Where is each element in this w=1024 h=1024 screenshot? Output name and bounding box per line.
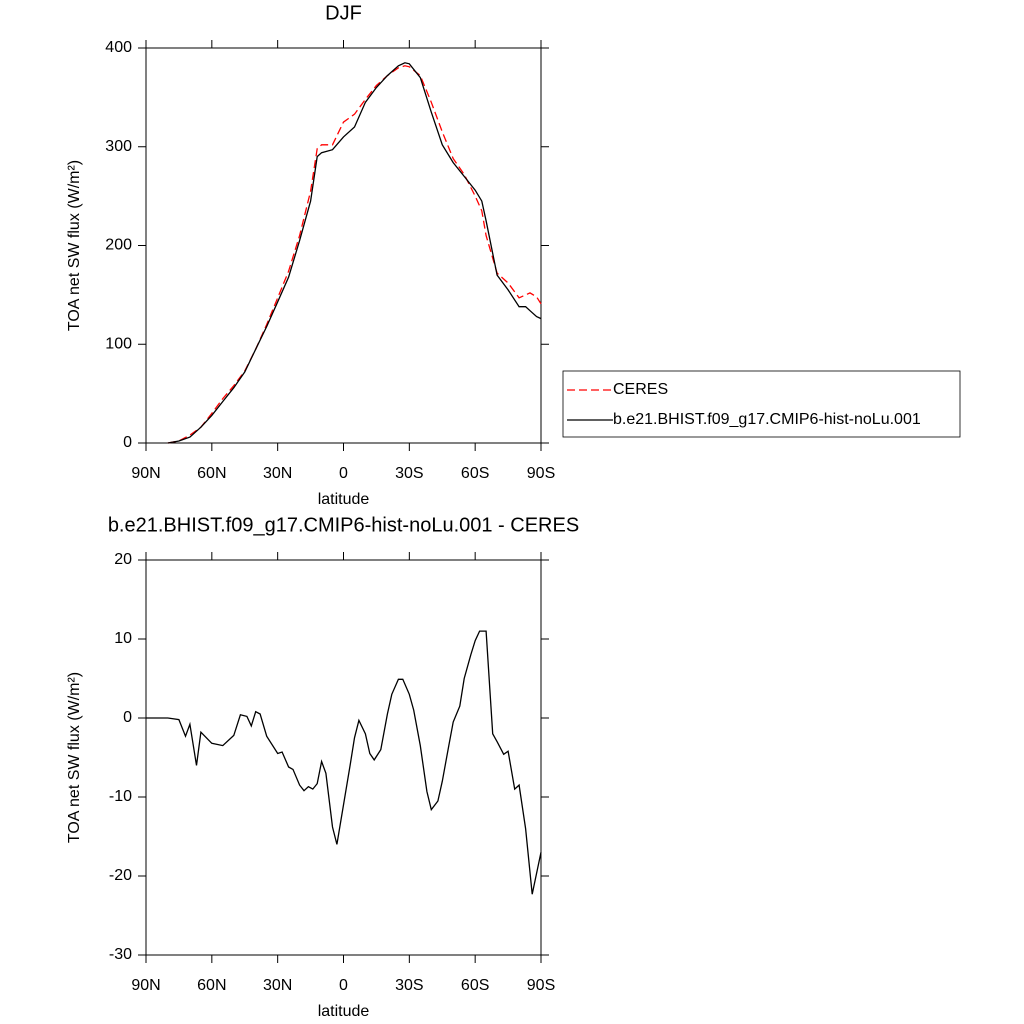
y-tick-label: 0 — [123, 709, 132, 726]
chart-title: DJF — [325, 2, 362, 24]
x-tick-label: 0 — [339, 465, 348, 482]
x-tick-label: 30S — [395, 977, 423, 994]
y-tick-label: 0 — [123, 434, 132, 451]
x-tick-label: 60S — [461, 465, 489, 482]
y-axis-label: TOA net SW flux (W/m²) — [66, 672, 83, 843]
data-line — [167, 62, 542, 444]
plot-frame — [145, 559, 542, 956]
data-line — [146, 630, 542, 895]
x-tick-label: 90N — [131, 977, 160, 994]
y-tick-label: -30 — [109, 946, 132, 963]
x-tick-label: 90S — [527, 465, 555, 482]
y-tick-label: -20 — [109, 867, 132, 884]
plot-frame — [145, 47, 542, 444]
x-tick-label: 60S — [461, 977, 489, 994]
x-tick-label: 0 — [339, 977, 348, 994]
x-axis-label: latitude — [318, 1003, 370, 1020]
y-tick-label: 300 — [105, 138, 132, 155]
y-tick-label: 200 — [105, 237, 132, 254]
y-tick-label: -10 — [109, 788, 132, 805]
x-tick-label: 90N — [131, 465, 160, 482]
x-tick-label: 30N — [263, 977, 292, 994]
x-tick-label: 30S — [395, 465, 423, 482]
y-tick-label: 10 — [114, 630, 132, 647]
legend-label: b.e21.BHIST.f09_g17.CMIP6-hist-noLu.001 — [613, 411, 921, 428]
x-tick-label: 30N — [263, 465, 292, 482]
x-tick-label: 60N — [197, 977, 226, 994]
y-tick-label: 20 — [114, 551, 132, 568]
legend-box — [562, 370, 961, 438]
x-tick-label: 60N — [197, 465, 226, 482]
y-tick-label: 100 — [105, 335, 132, 352]
y-tick-label: 400 — [105, 39, 132, 56]
data-line — [167, 65, 542, 444]
chart-title: b.e21.BHIST.f09_g17.CMIP6-hist-noLu.001 … — [108, 514, 579, 536]
legend-label: CERES — [613, 381, 668, 398]
x-tick-label: 90S — [527, 977, 555, 994]
x-axis-label: latitude — [318, 491, 370, 508]
y-axis-label: TOA net SW flux (W/m²) — [66, 160, 83, 331]
